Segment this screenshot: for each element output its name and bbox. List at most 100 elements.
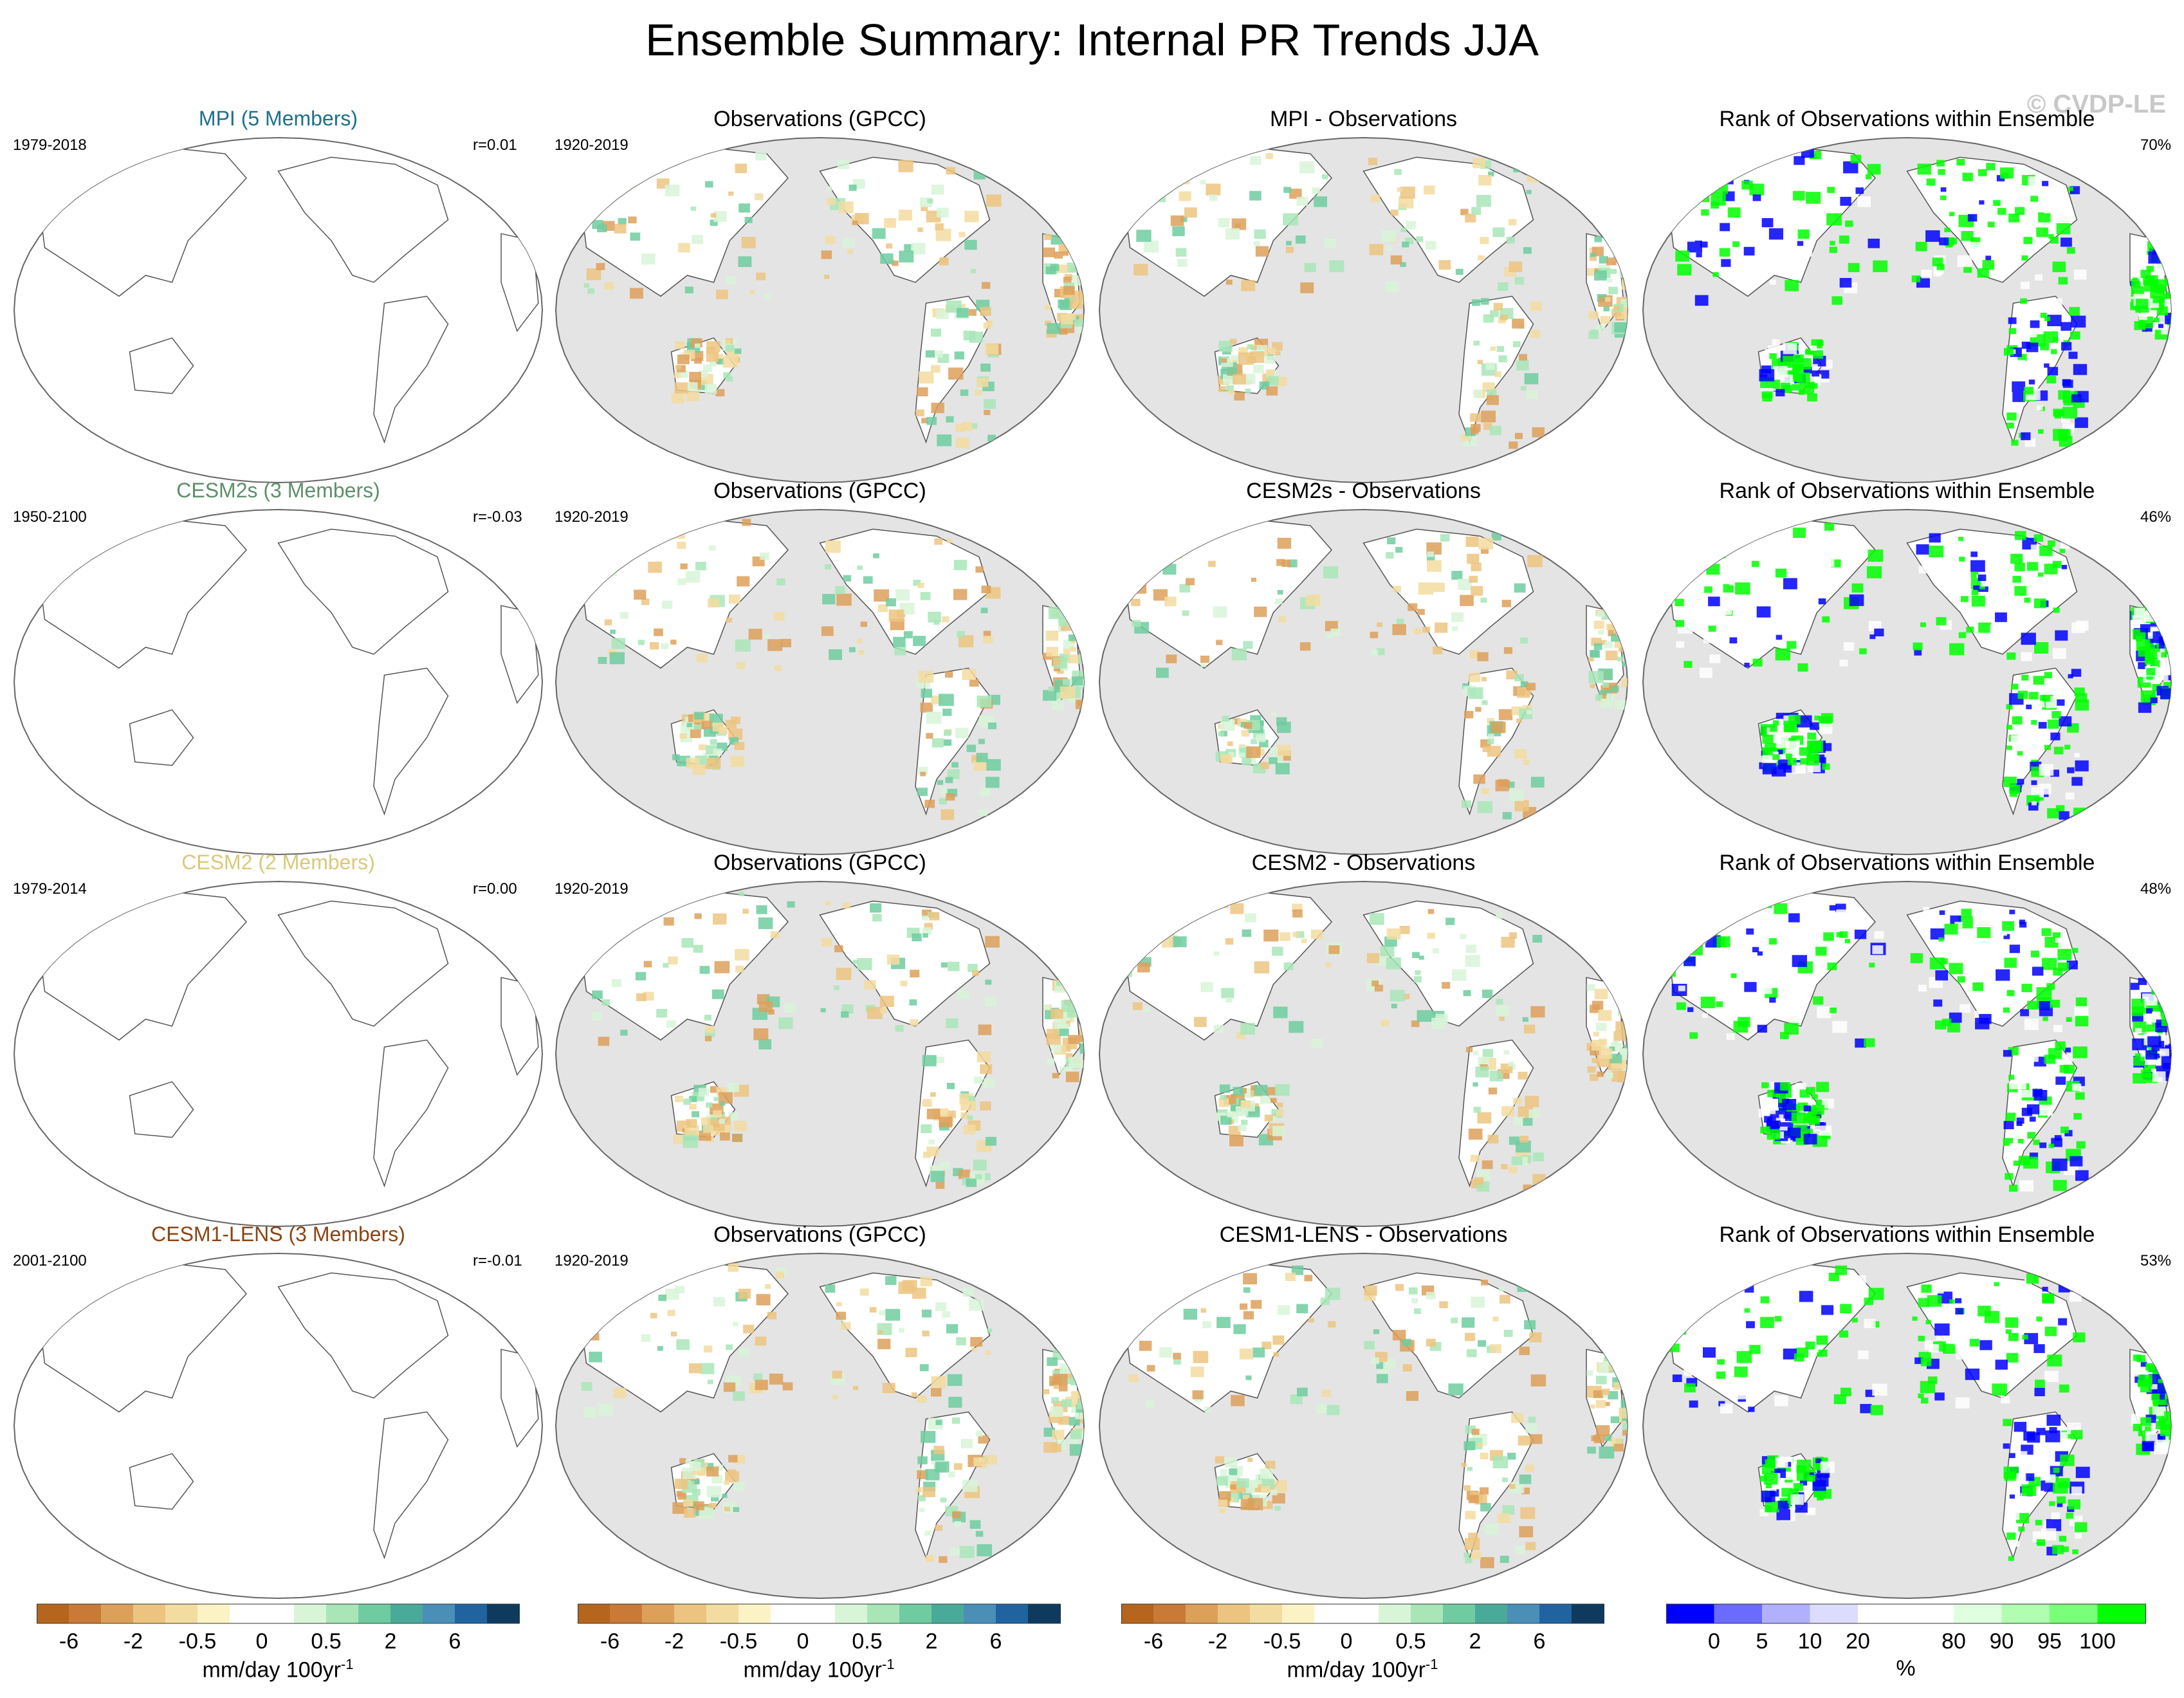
data-cell: [1464, 1538, 1480, 1550]
data-cell: [976, 753, 988, 762]
data-cell: [1514, 1116, 1525, 1126]
colorbar: [1666, 1603, 2146, 1624]
data-cell: [1797, 241, 1804, 246]
data-cell: [1451, 1317, 1458, 1324]
data-cell: [1075, 699, 1084, 710]
data-cell: [926, 416, 937, 425]
colorbar-tick-label: 95: [2037, 1629, 2062, 1654]
data-cell: [1676, 191, 1687, 199]
data-cell: [1137, 932, 1148, 940]
data-cell: [705, 1026, 715, 1033]
data-cell: [753, 1373, 763, 1381]
data-cell: [931, 402, 944, 414]
data-cell: [2160, 984, 2171, 995]
data-cell: [1599, 297, 1605, 302]
data-cell: [2026, 342, 2039, 353]
data-cell: [937, 780, 944, 785]
data-cell: [1978, 622, 1992, 633]
data-cell: [1255, 246, 1269, 257]
data-cell: [2075, 760, 2089, 771]
data-cell: [650, 1313, 657, 1318]
data-cell: [849, 647, 856, 652]
data-cell: [1370, 631, 1379, 638]
data-cell: [1729, 637, 1738, 643]
data-cell: [987, 1328, 993, 1333]
data-cell: [1216, 1476, 1228, 1486]
data-cell: [587, 1307, 595, 1314]
continent-namerica: [277, 528, 449, 655]
colorbar-units-text: mm/day 100yr: [1287, 1657, 1426, 1683]
data-cell: [1708, 625, 1716, 632]
data-cell: [893, 636, 906, 647]
data-cell: [1918, 566, 1929, 573]
data-cell: [758, 1039, 772, 1049]
data-cell: [834, 586, 845, 595]
data-cell: [706, 1486, 722, 1498]
data-cell: [2149, 247, 2158, 255]
colorbar-tick-label: 10: [1797, 1629, 1822, 1654]
data-cell: [1131, 581, 1147, 594]
data-cell: [2075, 1533, 2082, 1539]
data-cell: [1427, 932, 1435, 939]
data-cell: [1843, 642, 1855, 651]
data-cell: [1823, 932, 1834, 941]
data-cell: [2011, 439, 2019, 446]
data-cell: [611, 979, 621, 987]
data-cell: [1216, 1316, 1231, 1328]
data-cell: [939, 1556, 948, 1564]
colorbar-swatch: [423, 1604, 455, 1623]
data-cell: [1046, 1058, 1055, 1065]
data-cell: [945, 777, 953, 784]
data-cell: [701, 721, 712, 729]
data-cell: [1218, 1499, 1228, 1507]
data-cell: [2042, 1293, 2055, 1304]
data-cell: [1839, 1330, 1848, 1338]
data-cell: [2032, 966, 2044, 976]
data-cell: [590, 1333, 600, 1341]
data-cell: [1159, 1347, 1172, 1358]
colorbar-units: mm/day 100yr-1: [1118, 1656, 1607, 1683]
data-cell: [1592, 1001, 1604, 1010]
obs-panel-title: Observations (GPCC): [713, 1223, 926, 1247]
data-cell: [1300, 282, 1314, 293]
diff-map: [1098, 1252, 1629, 1600]
data-cell: [648, 561, 662, 573]
data-cell: [1412, 952, 1420, 958]
data-cell: [2012, 1540, 2020, 1547]
data-cell: [1621, 1002, 1628, 1011]
data-cell: [928, 611, 941, 623]
data-cell: [1052, 1073, 1060, 1078]
data-cell: [1467, 1466, 1473, 1472]
data-cell: [1526, 683, 1536, 690]
data-cell: [2042, 1286, 2048, 1292]
data-cell: [2039, 1001, 2050, 1010]
data-cell: [604, 282, 614, 290]
colorbar-swatch: [1954, 1604, 2002, 1623]
data-cell: [1229, 1135, 1243, 1147]
data-cell: [892, 261, 899, 266]
data-cell: [1829, 905, 1837, 911]
data-cell: [704, 384, 717, 394]
data-cell: [872, 228, 886, 239]
data-cell: [1695, 546, 1703, 553]
data-cell: [1501, 1164, 1508, 1170]
data-cell: [2014, 1075, 2026, 1084]
data-cell: [2070, 161, 2082, 171]
data-cell: [1864, 1318, 1876, 1329]
data-cell: [2053, 1468, 2060, 1473]
data-cell: [822, 594, 836, 605]
data-cell: [1929, 1344, 1940, 1352]
data-cell: [1493, 411, 1499, 416]
data-cell: [630, 288, 643, 299]
data-cell: [2152, 1011, 2161, 1019]
data-cell: [898, 160, 913, 172]
data-cell: [680, 563, 688, 569]
data-cell: [1514, 749, 1527, 759]
data-cell: [2134, 1053, 2141, 1058]
data-cell: [1786, 1273, 1801, 1285]
data-cell: [1716, 936, 1730, 948]
data-cell: [836, 1311, 847, 1320]
data-cell: [917, 1470, 928, 1479]
data-cell: [733, 1482, 745, 1491]
data-cell: [2160, 645, 2169, 652]
